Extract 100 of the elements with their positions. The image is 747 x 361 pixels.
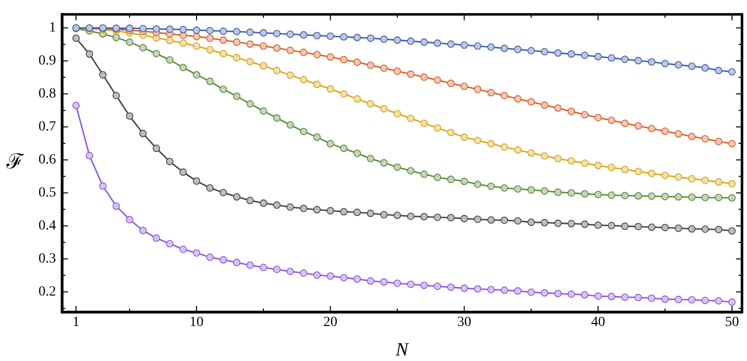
point: [688, 296, 696, 304]
point: [300, 31, 308, 39]
point: [220, 28, 227, 35]
point: [139, 130, 147, 138]
point: [206, 254, 214, 261]
point: [434, 214, 442, 222]
point: [192, 42, 200, 50]
point: [568, 108, 576, 116]
point: [260, 107, 268, 115]
point: [286, 121, 294, 129]
point: [540, 218, 548, 226]
point: [674, 296, 682, 304]
point: [420, 212, 428, 220]
point: [206, 46, 214, 54]
point: [527, 149, 535, 157]
point: [594, 222, 602, 229]
point: [608, 54, 616, 62]
point: [380, 35, 388, 43]
point: [514, 185, 522, 193]
point: [474, 180, 482, 188]
point: [728, 140, 736, 148]
point: [540, 101, 548, 109]
point: [86, 152, 94, 160]
point: [179, 26, 187, 34]
point: [674, 61, 682, 69]
point: [394, 212, 402, 220]
point: [487, 286, 495, 294]
point: [394, 110, 402, 118]
point: [420, 38, 428, 46]
point: [340, 33, 348, 41]
point: [112, 34, 120, 42]
point: [246, 196, 254, 204]
point: [246, 28, 254, 36]
point: [220, 86, 227, 93]
point: [728, 194, 736, 202]
point: [313, 50, 321, 58]
point: [246, 58, 254, 66]
point: [394, 36, 402, 44]
point: [500, 92, 508, 100]
point: [568, 189, 576, 197]
point: [728, 227, 736, 235]
point: [701, 176, 709, 184]
point: [594, 162, 602, 170]
point: [353, 208, 361, 216]
point: [568, 50, 576, 58]
point: [179, 168, 187, 176]
point: [286, 71, 294, 79]
point: [340, 144, 348, 152]
point: [232, 38, 240, 46]
point: [99, 182, 107, 190]
point: [460, 41, 468, 49]
point: [353, 275, 361, 283]
point: [688, 175, 696, 182]
point: [648, 224, 656, 231]
point: [112, 202, 120, 210]
point: [554, 154, 562, 162]
point: [540, 289, 548, 297]
point: [661, 224, 669, 232]
point: [621, 192, 629, 200]
point: [634, 122, 642, 130]
point: [714, 297, 722, 304]
point: [420, 73, 428, 81]
point: [232, 28, 240, 36]
point: [353, 150, 361, 157]
point: [326, 140, 334, 148]
point: [540, 152, 548, 160]
point: [72, 34, 80, 42]
point: [487, 216, 495, 224]
point: [434, 282, 442, 290]
point: [366, 210, 374, 218]
point: [313, 206, 321, 214]
point: [380, 159, 388, 167]
point: [608, 116, 616, 124]
point: [714, 178, 722, 186]
point: [206, 78, 214, 86]
point: [313, 133, 321, 141]
point: [460, 82, 468, 90]
point: [487, 182, 495, 190]
point: [568, 157, 576, 165]
point: [366, 62, 374, 69]
point: [366, 100, 374, 108]
point: [407, 70, 414, 78]
x-tick-label: 40: [591, 315, 606, 330]
point: [326, 85, 334, 93]
point: [366, 277, 374, 285]
point: [661, 192, 669, 200]
point: [634, 56, 642, 64]
point: [514, 95, 522, 103]
point: [313, 80, 321, 88]
point: [447, 80, 455, 88]
point: [260, 42, 268, 50]
point: [407, 280, 414, 288]
point: [594, 52, 602, 60]
point: [139, 226, 147, 234]
point: [139, 24, 147, 32]
point: [474, 285, 482, 293]
point: [714, 66, 722, 74]
point: [394, 163, 402, 171]
point: [192, 249, 200, 257]
point: [232, 92, 240, 100]
